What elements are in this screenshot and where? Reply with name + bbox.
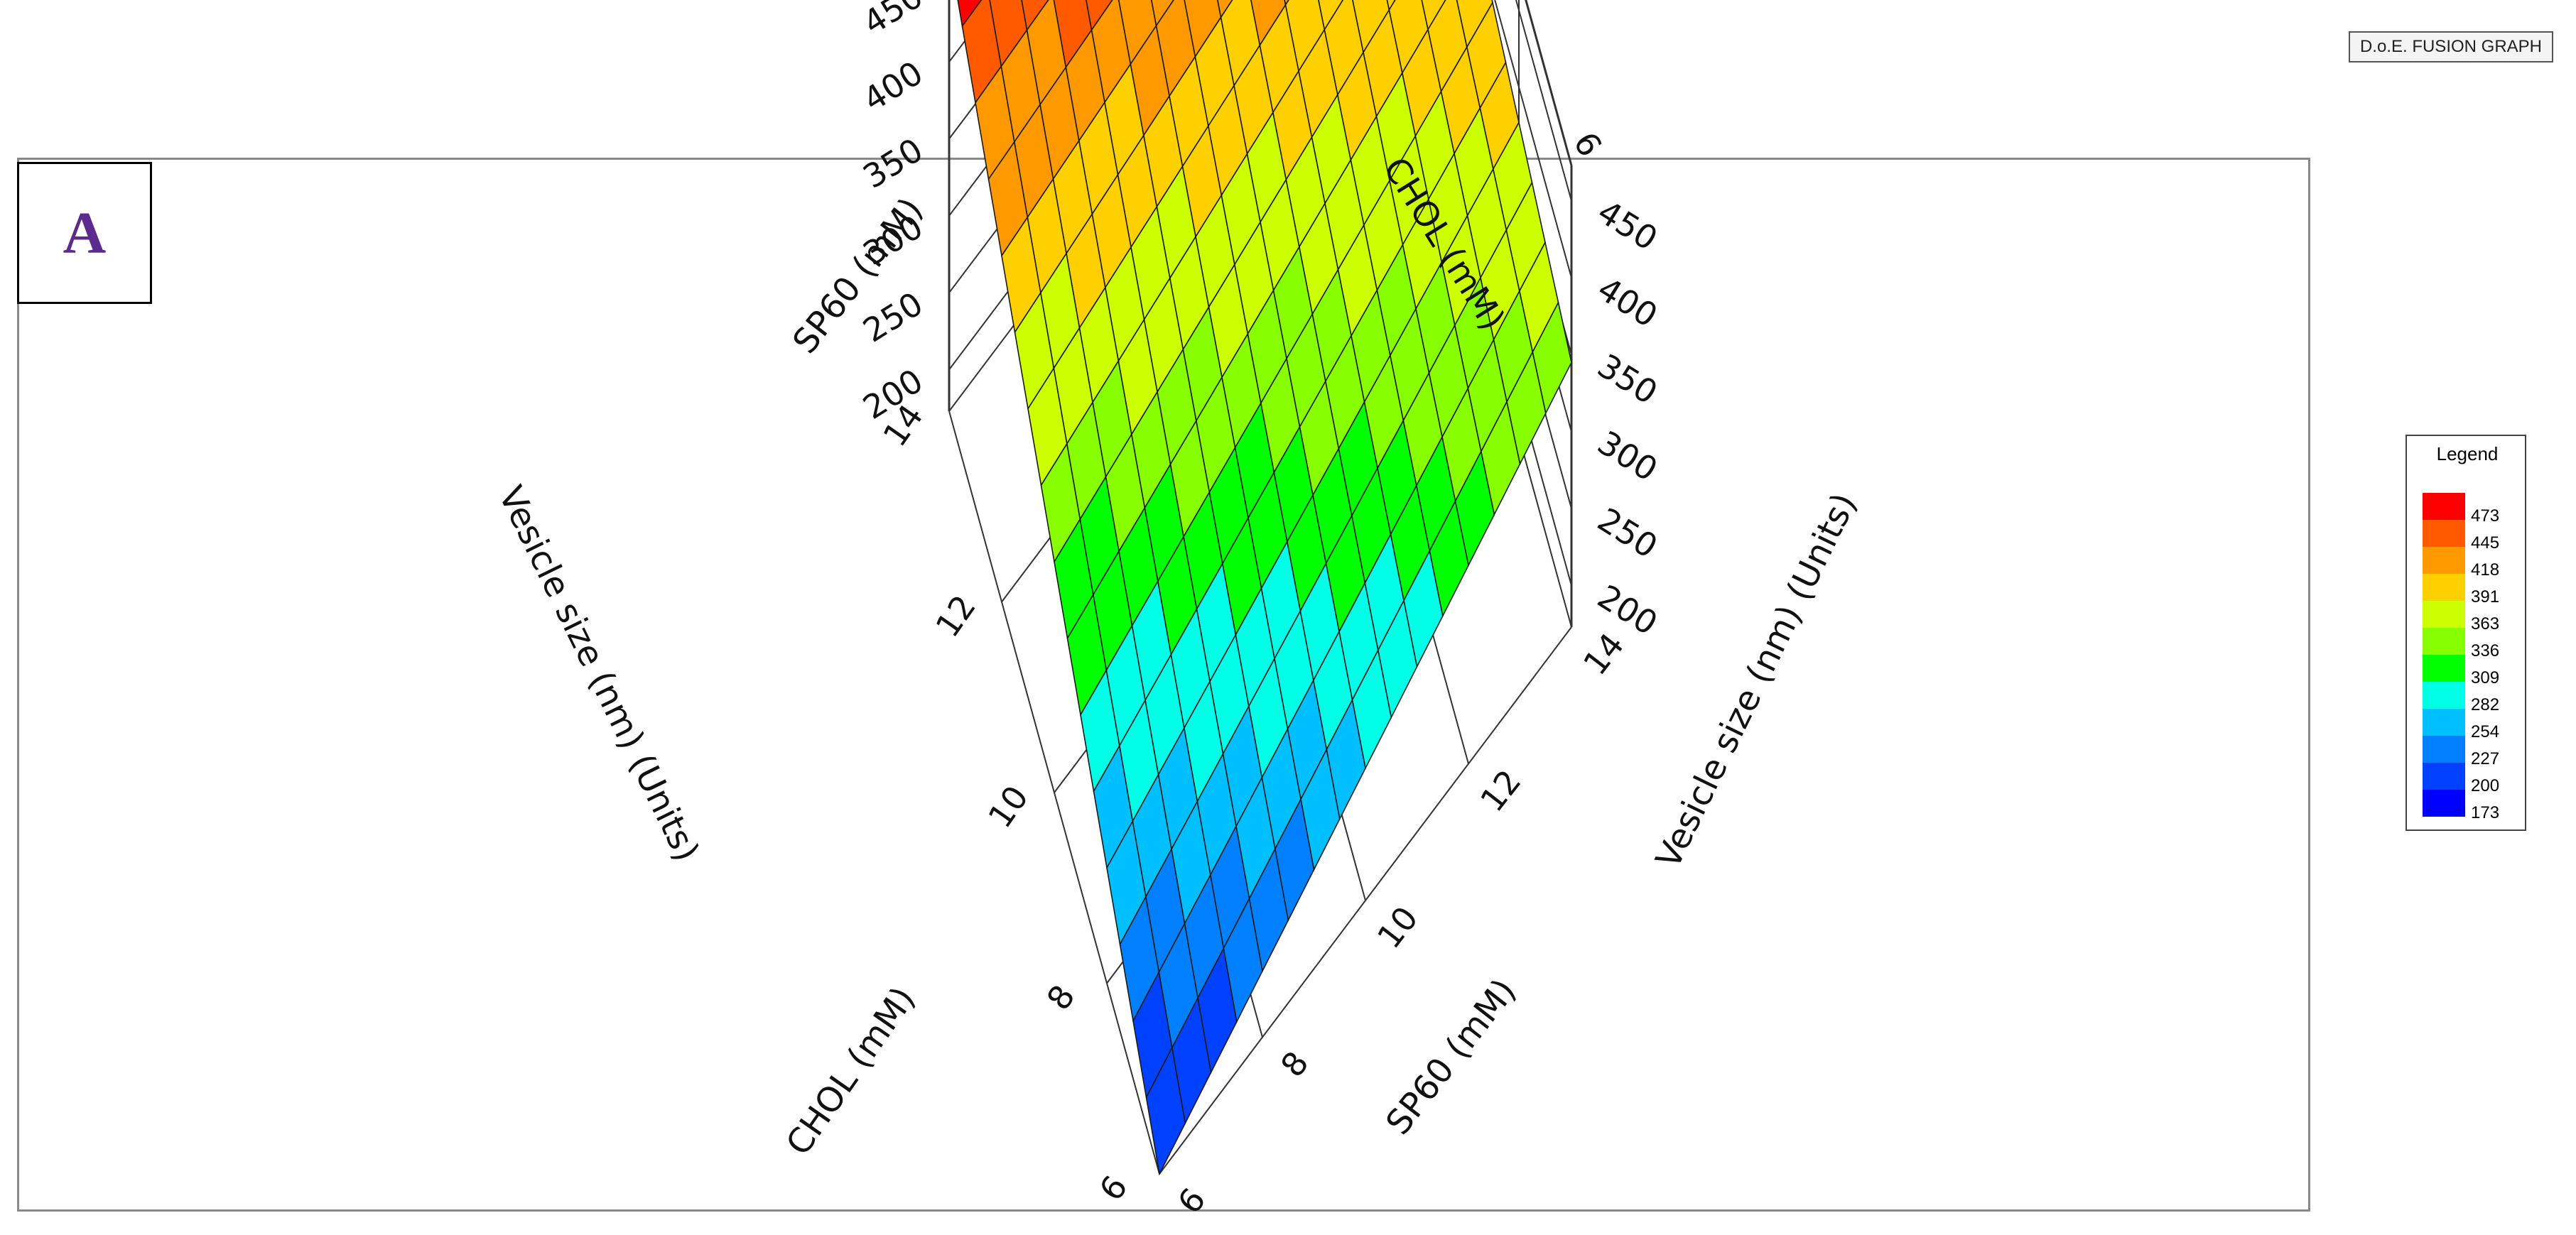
legend-value: 227 (2471, 749, 2500, 768)
legend-value: 391 (2471, 587, 2500, 606)
legend-value: 254 (2471, 722, 2500, 741)
sp60-tick-label: 8 (1273, 1044, 1316, 1084)
sp60-axis-title: SP60 (mM) (1378, 972, 1524, 1142)
legend-value: 445 (2471, 533, 2500, 553)
legend-swatch (2423, 628, 2465, 655)
surface-patch (1145, 1045, 1186, 1176)
legend-swatch (2423, 736, 2465, 763)
legend-value: 173 (2471, 803, 2500, 822)
legend-swatch (2423, 601, 2465, 628)
panel-label: A (17, 162, 152, 304)
z-tick-label-right: 250 (1591, 500, 1665, 565)
chol-tick-label: 12 (928, 588, 983, 644)
legend-swatch (2423, 709, 2465, 736)
legend-value: 282 (2471, 695, 2500, 714)
wall-frame-edge (1525, 0, 1573, 166)
sp60-tick-label: 6 (1170, 1181, 1213, 1221)
legend-swatch (2423, 547, 2465, 574)
doe-badge: D.o.E. FUSION GRAPH (2348, 31, 2553, 62)
sp60-back-axis-title: SP60 (mM) (785, 190, 931, 361)
z-tick-label-left: 450 (856, 0, 929, 42)
chol-back-tick-label: 6 (1566, 125, 1609, 163)
chol-axis-title: CHOL (mM) (779, 980, 924, 1163)
legend-value: 418 (2471, 560, 2500, 580)
panel-label-text: A (63, 200, 107, 266)
z-axis-title-right: Vesicle size (nm) (Units) (1648, 487, 1865, 875)
chol-tick-label: 6 (1092, 1169, 1135, 1208)
legend-swatch (2423, 574, 2465, 601)
legend-value: 200 (2471, 776, 2500, 795)
legend-swatch (2423, 790, 2465, 817)
surface (957, 0, 1572, 1176)
legend: Legend 473 445 418 391 363 336 309 282 254 227 200… (2405, 435, 2526, 831)
legend-title: Legend (2436, 443, 2499, 464)
chol-tick-label: 8 (1039, 978, 1083, 1017)
z-tick-label-right: 400 (1591, 269, 1665, 334)
legend-swatch (2423, 493, 2465, 520)
wall-grid-line (1494, 0, 1572, 278)
z-tick-label-right: 450 (1591, 192, 1665, 258)
sp60-tick-label: 10 (1370, 899, 1426, 955)
legend-swatch (2423, 655, 2465, 682)
wall-grid-line (1515, 0, 1572, 202)
legend-value: 336 (2471, 641, 2500, 660)
chol-tick-label: 10 (980, 779, 1036, 835)
legend-value: 363 (2471, 614, 2500, 633)
z-tick-label-right: 350 (1591, 347, 1665, 412)
legend-swatch (2423, 682, 2465, 709)
sp60-tick-label: 12 (1473, 763, 1529, 819)
sp60-tick-label: 14 (1576, 626, 1632, 682)
z-tick-label-right: 300 (1591, 423, 1665, 489)
legend-swatch (2423, 520, 2465, 547)
z-axis-title-left: Vesicle size (nm) (Units) (490, 480, 707, 868)
legend-value: 309 (2471, 668, 2500, 687)
z-tick-label-left: 400 (856, 53, 929, 119)
z-tick-label-left: 350 (856, 131, 929, 196)
surface-patch (1216, 0, 1233, 19)
legend-swatch (2423, 763, 2465, 790)
legend-value: 473 (2471, 506, 2500, 526)
